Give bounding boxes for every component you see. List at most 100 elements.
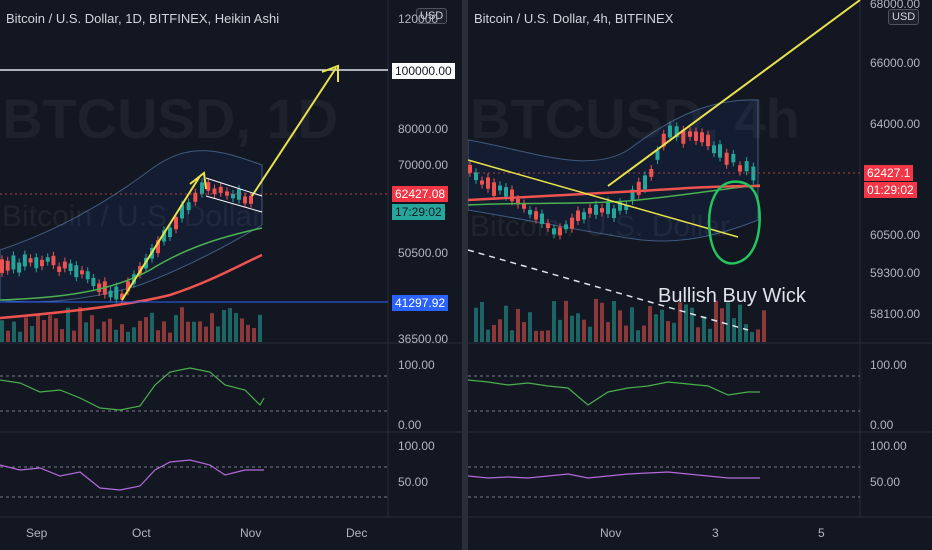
- candle-body: [156, 240, 160, 254]
- candle-body: [486, 177, 490, 189]
- volume-bar: [552, 301, 556, 342]
- volume-bar: [570, 315, 574, 342]
- candle-body: [504, 187, 508, 197]
- price-tick: 80000.00: [398, 122, 449, 136]
- volume-bar: [138, 320, 142, 342]
- volume-bar: [186, 321, 190, 342]
- volume-bar: [24, 317, 28, 342]
- candle-body: [168, 227, 172, 238]
- volume-bar: [672, 322, 676, 342]
- candle-body: [731, 153, 736, 163]
- volume-bar: [534, 330, 538, 342]
- candle-body: [74, 265, 79, 278]
- candle-body: [751, 166, 756, 181]
- volume-bar: [648, 306, 652, 342]
- volume-bar: [6, 330, 10, 342]
- volume-bar: [690, 307, 694, 342]
- candle-body: [534, 211, 538, 220]
- rsi-line: [468, 471, 760, 479]
- moving-average-line: [0, 253, 263, 320]
- left-chart-canvas[interactable]: [0, 0, 462, 550]
- candle-body: [243, 196, 247, 204]
- candle-body: [498, 185, 502, 191]
- volume-bar: [594, 298, 598, 342]
- volume-bar: [30, 326, 34, 342]
- candle-body: [681, 129, 686, 144]
- candle-body: [5, 260, 10, 271]
- candle-body: [661, 133, 666, 147]
- flag-lower-line: [205, 195, 263, 213]
- volume-bar: [162, 321, 166, 342]
- candle-body: [200, 182, 204, 194]
- volume-bar: [72, 330, 76, 342]
- volume-bar: [474, 307, 478, 342]
- candle-body: [22, 254, 27, 267]
- volume-bar: [582, 319, 586, 342]
- candle-body: [528, 209, 532, 215]
- descending-trendline: [468, 159, 739, 238]
- volume-bar: [738, 304, 742, 342]
- candle-body: [45, 257, 50, 262]
- time-tick: Oct: [132, 526, 151, 540]
- volume-bar: [624, 325, 628, 342]
- candle-body: [0, 259, 4, 273]
- volume-bar: [618, 310, 622, 342]
- volume-bar: [18, 331, 22, 342]
- candle-body: [724, 152, 729, 165]
- candle-body: [28, 258, 33, 263]
- currency-button[interactable]: USD: [888, 9, 920, 25]
- last-price-tag: 62427.1: [864, 165, 914, 181]
- left-chart-pane[interactable]: BTCUSD, 1D Bitcoin / U.S. Dollar Bitcoin…: [0, 0, 462, 550]
- oscillator-line: [0, 367, 265, 411]
- volume-bar: [642, 325, 646, 342]
- candle-body: [17, 262, 22, 273]
- volume-bar: [204, 326, 208, 342]
- candle-body: [576, 210, 580, 221]
- target-arrow-line: [251, 67, 337, 197]
- time-tick: Dec: [346, 526, 368, 540]
- candle-body: [11, 255, 16, 270]
- annotation-text: Bullish Buy Wick: [658, 285, 806, 307]
- volume-bar: [192, 321, 196, 342]
- candle-body: [91, 277, 96, 287]
- oscillator-tick: 0.00: [398, 418, 422, 432]
- volume-bar: [558, 319, 562, 342]
- candle-body: [249, 195, 253, 204]
- volume-bar: [576, 313, 580, 342]
- candle-body: [51, 255, 56, 266]
- candle-body: [57, 266, 62, 272]
- volume-bar: [660, 309, 664, 342]
- name-watermark: Bitcoin / U.S. Dollar: [470, 210, 730, 244]
- volume-bar: [78, 307, 82, 342]
- currency-button[interactable]: USD: [416, 8, 448, 24]
- candle-body: [186, 202, 191, 211]
- candle-body: [618, 201, 622, 211]
- volume-bar: [684, 304, 688, 342]
- candle-body: [474, 172, 478, 181]
- right-chart-canvas[interactable]: [468, 0, 932, 550]
- candle-body: [688, 131, 692, 137]
- volume-bar: [516, 308, 520, 342]
- volume-bar: [126, 331, 130, 342]
- candle-body: [34, 257, 39, 269]
- volume-bar: [90, 315, 94, 342]
- candle-body: [594, 204, 598, 215]
- volume-bar: [636, 330, 640, 342]
- volume-bar: [60, 329, 64, 342]
- candle-body: [570, 217, 574, 229]
- volume-bar: [720, 308, 724, 342]
- candle-body: [540, 213, 544, 224]
- candle-body: [85, 271, 90, 280]
- right-chart-pane[interactable]: BTCUSD, 4h Bitcoin / U.S. Dollar Bitcoin…: [468, 0, 932, 550]
- candle-body: [612, 208, 616, 219]
- volume-bar: [48, 315, 52, 342]
- candle-body: [668, 125, 672, 138]
- price-tick: 36500.00: [398, 332, 449, 346]
- volume-bar: [216, 326, 220, 342]
- volume-bar: [246, 324, 250, 342]
- countdown-tag: 01:29:02: [864, 182, 917, 198]
- pane-divider[interactable]: [462, 0, 468, 550]
- candle-body: [674, 126, 679, 138]
- price-tick: 66000.00: [870, 56, 921, 70]
- volume-bar: [228, 308, 232, 342]
